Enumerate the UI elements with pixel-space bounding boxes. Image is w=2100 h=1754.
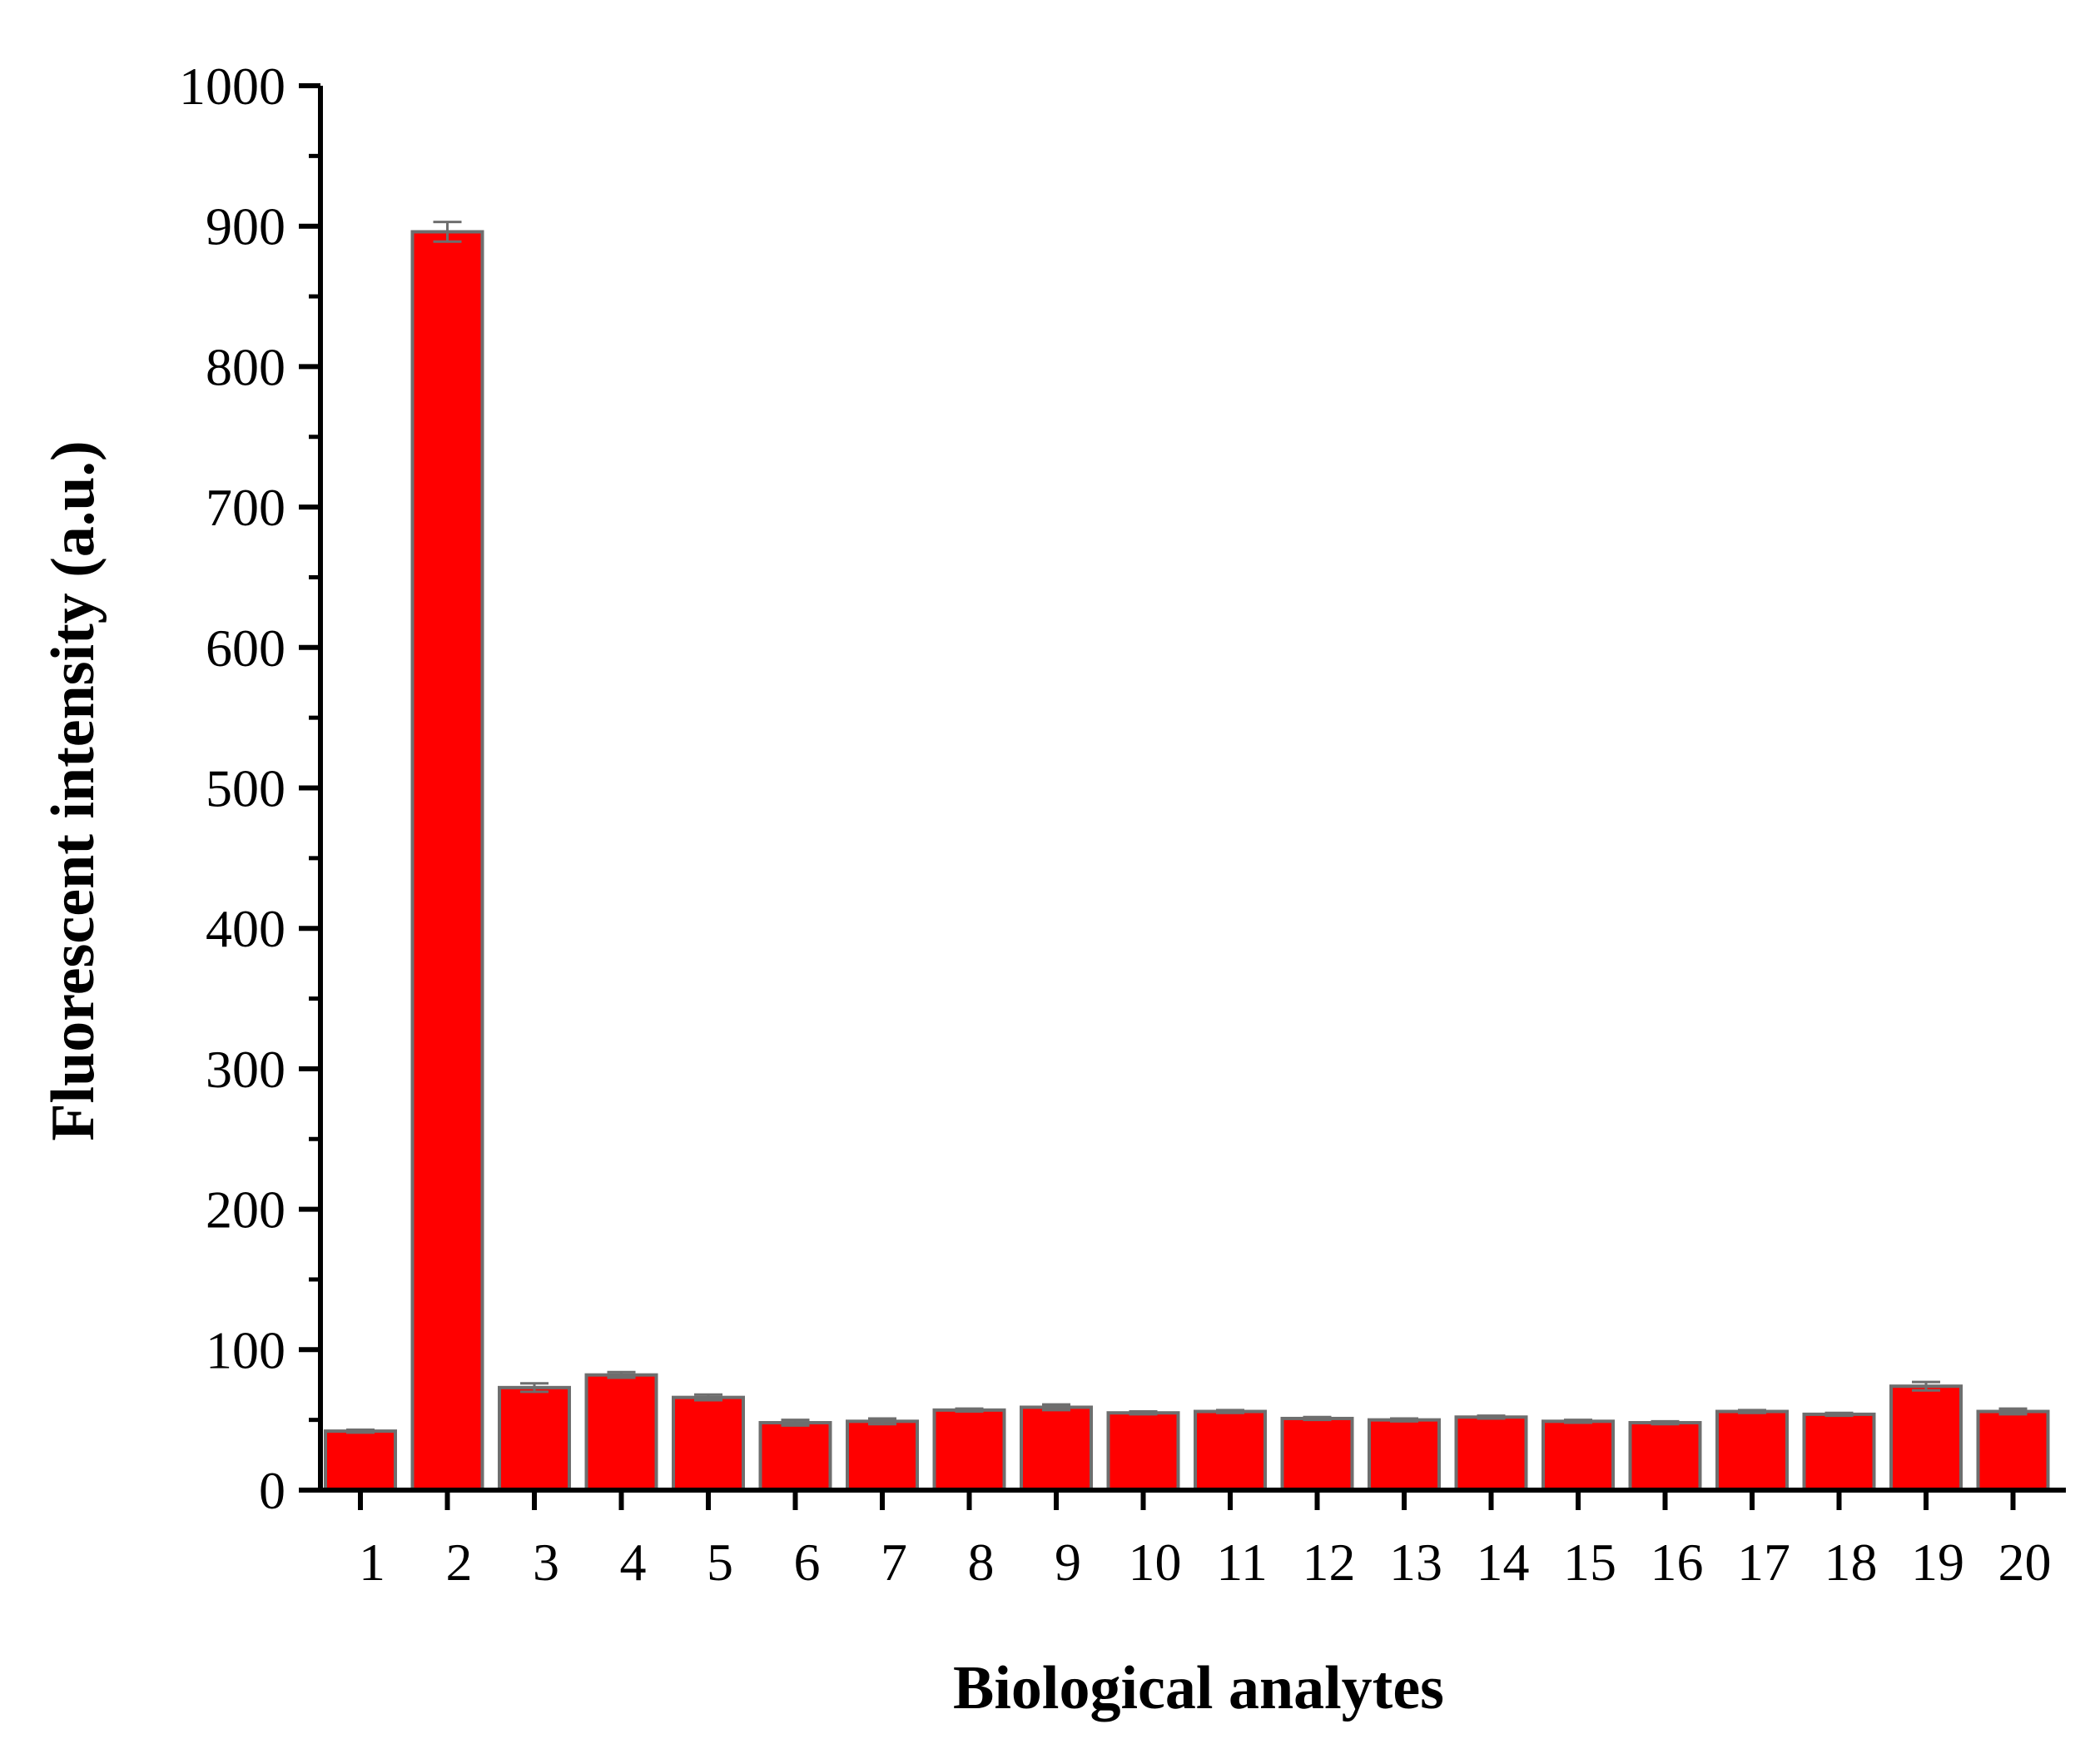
x-tick-label-12: 12 [1303,1533,1356,1592]
bars-group [324,221,2050,1493]
x-tick-label-9: 9 [1055,1533,1081,1592]
x-tick-label-5: 5 [707,1533,733,1592]
bar-12 [1280,1416,1354,1493]
x-axis-title: Biological analytes [953,1654,1444,1722]
y-tick-label-500: 500 [206,759,285,818]
y-tick-label-0: 0 [259,1461,285,1520]
bar-1 [324,1429,397,1492]
bar-13 [1368,1418,1441,1493]
x-tick-label-1: 1 [359,1533,385,1592]
y-axis-title: Fluorescent intensity (a.u.) [39,440,107,1140]
x-tick-label-16: 16 [1651,1533,1704,1592]
bar-18 [1802,1412,1876,1492]
bar-14 [1454,1415,1528,1492]
bar-9 [1020,1405,1093,1493]
x-tick-label-4: 4 [620,1533,647,1592]
y-tick-label-200: 200 [206,1180,285,1240]
x-tick-label-10: 10 [1129,1533,1182,1592]
bar-11 [1194,1409,1267,1492]
bar-7 [846,1419,919,1493]
x-tick-label-11: 11 [1216,1533,1268,1592]
bar-4 [584,1373,658,1493]
y-tick-label-400: 400 [206,899,285,958]
x-tick-label-3: 3 [533,1533,559,1592]
y-tick-label-300: 300 [206,1040,285,1099]
x-tick-label-15: 15 [1563,1533,1616,1592]
y-tick-label-900: 900 [206,197,285,256]
x-tick-label-18: 18 [1824,1533,1878,1592]
y-tick-label-1000: 1000 [179,57,285,116]
bar-15 [1541,1419,1615,1493]
x-tick-label-19: 19 [1911,1533,1964,1592]
bar-20 [1976,1409,2050,1492]
y-tick-label-100: 100 [206,1320,285,1379]
bar-2 [410,230,484,1492]
x-tick-label-6: 6 [794,1533,821,1592]
axes-group [318,86,2066,1493]
bar-17 [1715,1409,1789,1492]
x-tick-label-13: 13 [1389,1533,1442,1592]
x-tick-label-17: 17 [1737,1533,1790,1592]
x-tick-label-7: 7 [881,1533,907,1592]
bar-8 [932,1408,1006,1492]
x-tick-label-8: 8 [968,1533,995,1592]
bar-3 [498,1385,571,1492]
x-tick-label-20: 20 [1998,1533,2052,1592]
bar-5 [672,1395,745,1492]
bar-6 [758,1421,832,1493]
x-ticks-group: 1 2 3 4 5 6 7 8 9 10 11 12 13 14 15 16 17 18 19 20 [358,1490,2052,1592]
bar-19 [1889,1384,1963,1492]
x-tick-label-2: 2 [446,1533,473,1592]
y-ticks-group: 0 100 200 300 400 500 600 700 800 900 1000 [179,57,320,1520]
bar-16 [1628,1421,1702,1493]
x-tick-label-14: 14 [1477,1533,1530,1592]
y-tick-label-800: 800 [206,337,285,396]
y-tick-label-600: 600 [206,619,285,678]
bar-10 [1106,1411,1180,1492]
y-tick-label-700: 700 [206,478,285,537]
